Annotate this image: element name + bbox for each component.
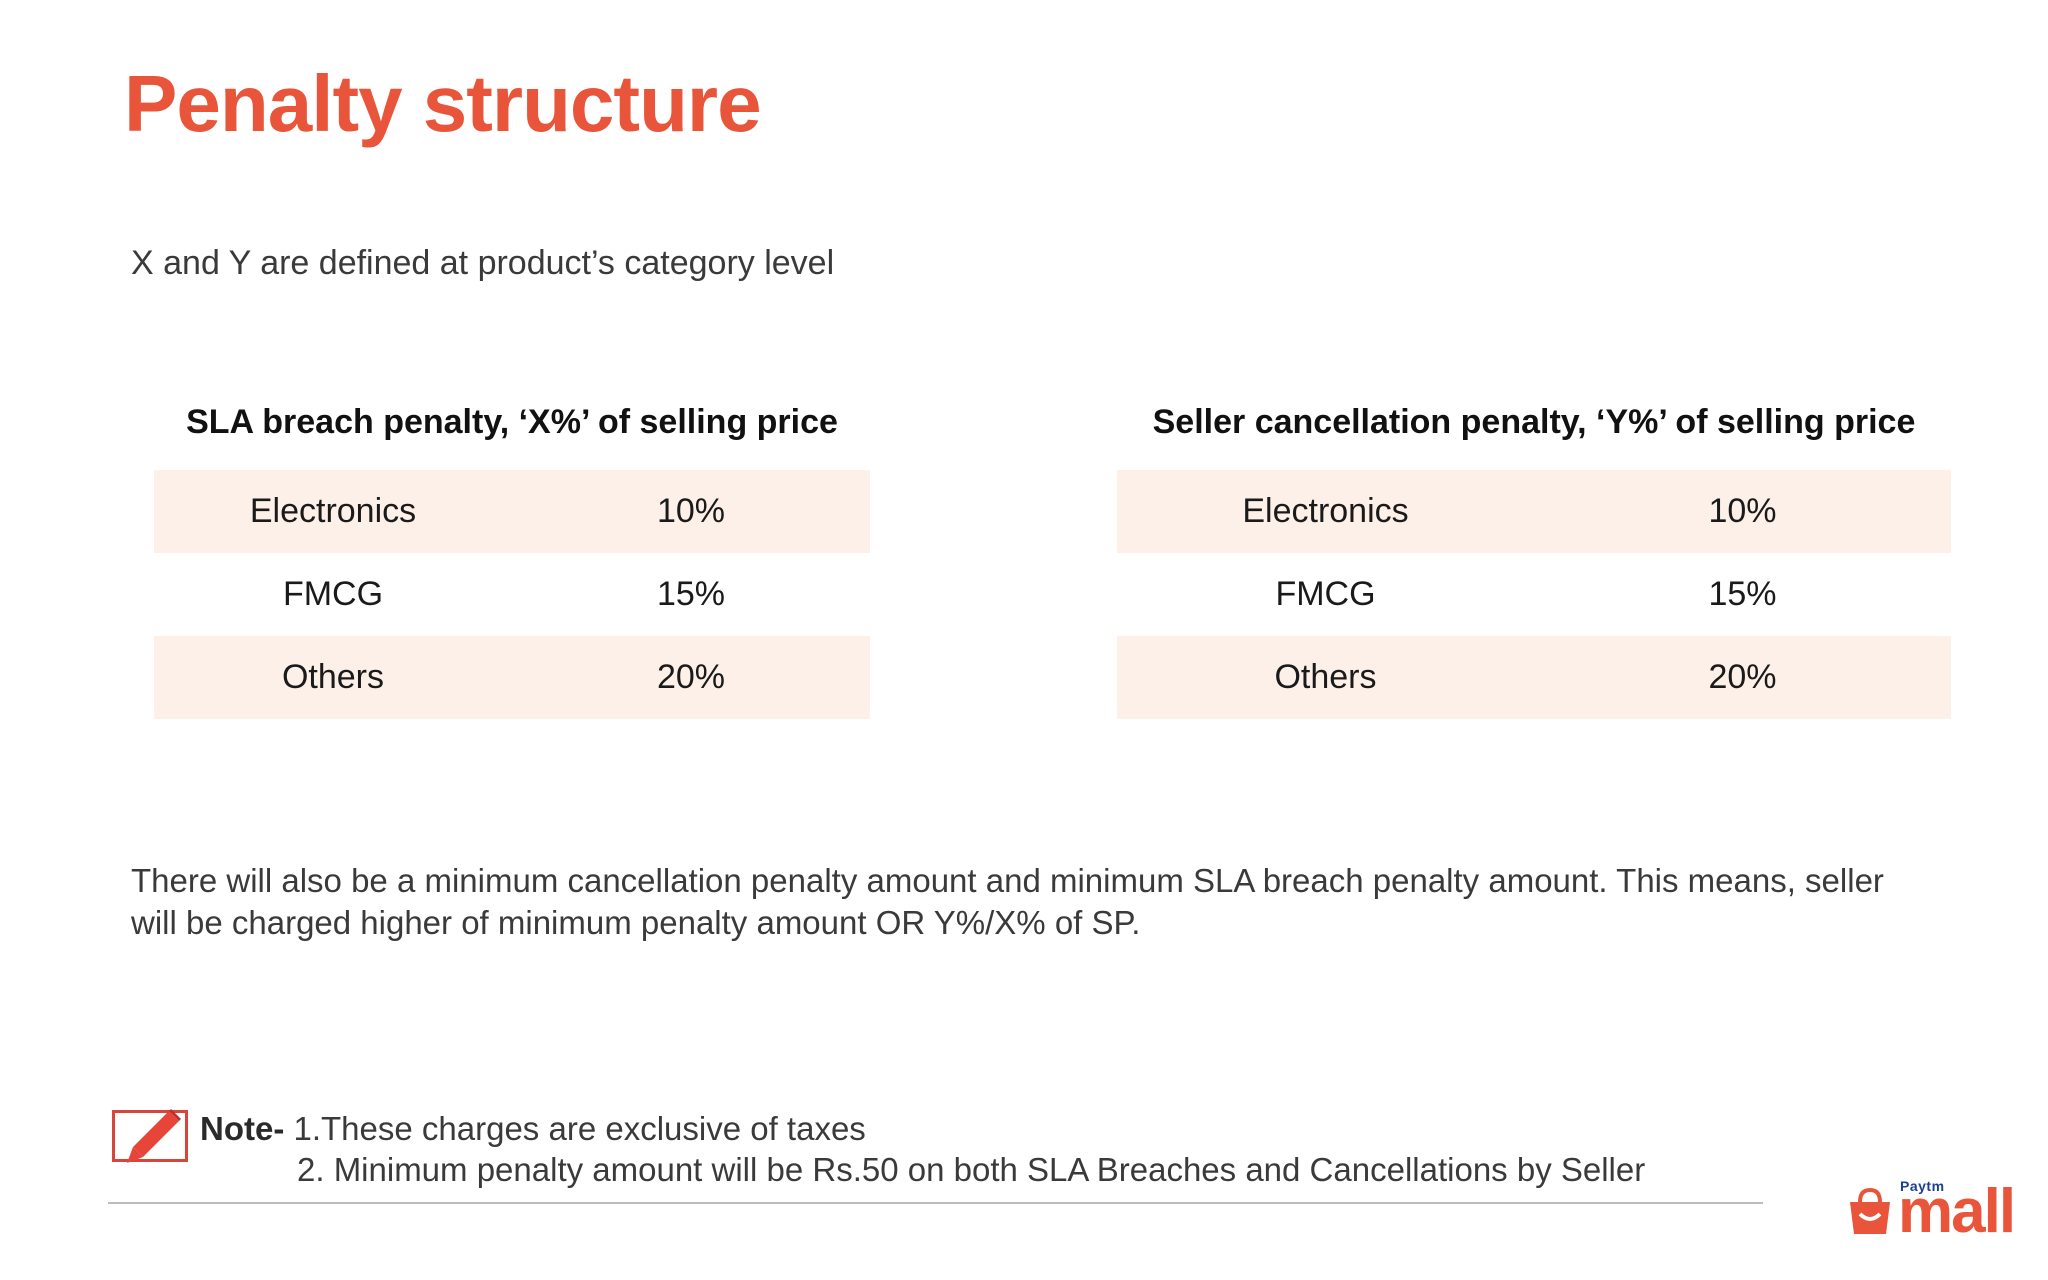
category-cell: FMCG [1117, 553, 1534, 636]
seller-cancellation-table-heading: Seller cancellation penalty, ‘Y%’ of sel… [1152, 403, 1916, 441]
seller-cancellation-table-block: Seller cancellation penalty, ‘Y%’ of sel… [1117, 398, 1951, 719]
percent-cell: 10% [1534, 470, 1951, 553]
category-cell: Others [1117, 636, 1534, 719]
pencil-note-icon [112, 1109, 188, 1163]
logo-big-text: mall [1898, 1177, 2016, 1246]
sla-breach-table: Electronics 10% FMCG 15% Others 20% [154, 470, 870, 719]
shopping-bag-icon [1850, 1187, 1890, 1234]
percent-cell: 20% [512, 636, 870, 719]
note-item-2: 2. Minimum penalty amount will be Rs.50 … [297, 1151, 1646, 1188]
sla-breach-table-block: SLA breach penalty, ‘X%’ of selling pric… [154, 398, 870, 719]
logo-small-text: Paytm [1900, 1178, 1945, 1194]
table-row: FMCG 15% [154, 553, 870, 636]
page-subtitle: X and Y are defined at product’s categor… [131, 244, 835, 282]
note-item-1: 1.These charges are exclusive of taxes [293, 1110, 866, 1147]
category-cell: Others [154, 636, 512, 719]
note-line-1: Note- 1.These charges are exclusive of t… [200, 1108, 1645, 1149]
percent-cell: 15% [1534, 553, 1951, 636]
sla-breach-table-heading: SLA breach penalty, ‘X%’ of selling pric… [186, 403, 838, 441]
page-title: Penalty structure [124, 59, 762, 148]
table-row: Others 20% [1117, 636, 1951, 719]
seller-cancellation-table: Electronics 10% FMCG 15% Others 20% [1117, 470, 1951, 719]
note-label: Note- [200, 1110, 285, 1147]
percent-cell: 20% [1534, 636, 1951, 719]
percent-cell: 10% [512, 470, 870, 553]
percent-cell: 15% [512, 553, 870, 636]
table-row: FMCG 15% [1117, 553, 1951, 636]
paytm-mall-logo: Paytm mall [1846, 1178, 2026, 1250]
category-cell: FMCG [154, 553, 512, 636]
table-row: Electronics 10% [154, 470, 870, 553]
table-row: Others 20% [154, 636, 870, 719]
footer-divider [108, 1202, 1763, 1204]
category-cell: Electronics [1117, 470, 1534, 553]
minimum-penalty-paragraph: There will also be a minimum cancellatio… [131, 862, 1884, 941]
table-row: Electronics 10% [1117, 470, 1951, 553]
note-text: Note- 1.These charges are exclusive of t… [200, 1108, 1645, 1190]
category-cell: Electronics [154, 470, 512, 553]
